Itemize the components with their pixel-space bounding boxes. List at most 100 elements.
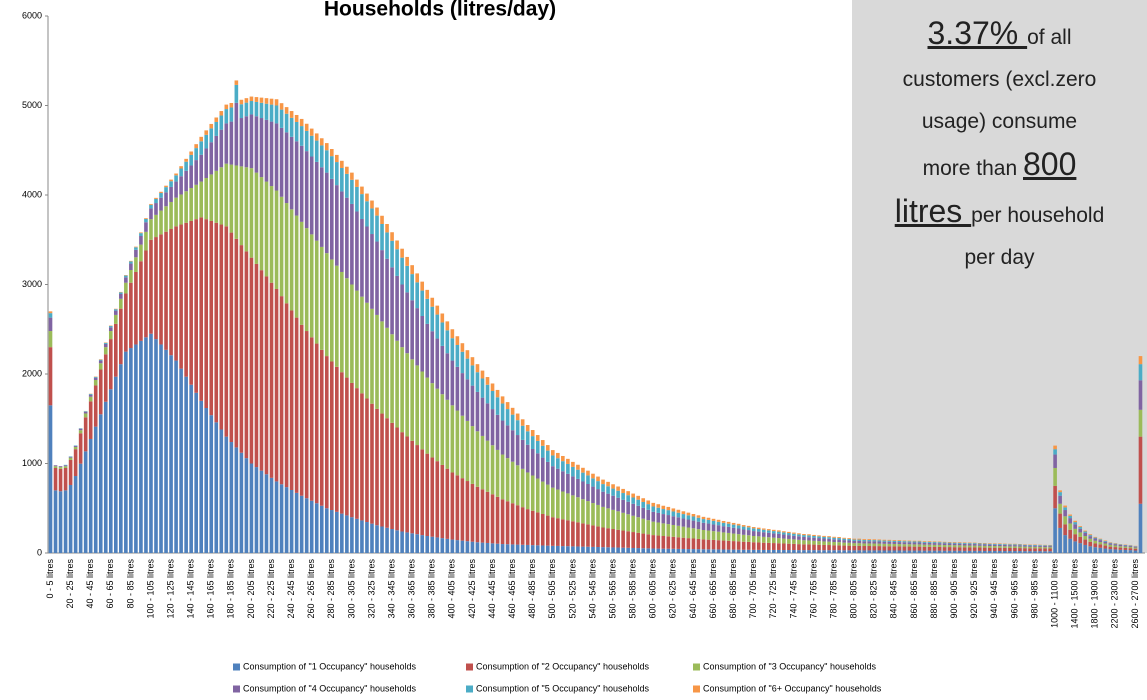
bar-segment [249,96,254,102]
bar-segment [134,246,138,248]
x-tick-label: 1800 - 1900 litres [1090,559,1100,629]
bar-segment [731,541,736,550]
bar-segment [601,479,605,485]
bar-segment [666,524,671,537]
bar-segment [998,546,1002,548]
annotation-line: per day [852,237,1147,279]
bar-segment [525,472,530,510]
bar-segment [641,548,646,553]
bar-segment [319,138,324,146]
bar-segment [375,241,379,315]
bar-segment [1073,541,1077,553]
bar-segment [711,549,716,553]
bar-segment [370,200,374,209]
bar-segment [1063,516,1067,525]
bar-segment [942,542,947,544]
x-tick-label: 360 - 365 litres [407,559,417,619]
bar-segment [616,529,620,548]
bar-segment [696,515,701,518]
bar-segment [1013,543,1017,545]
bar-segment [1138,436,1143,504]
bar-segment [706,523,711,531]
bar-segment [857,539,862,541]
x-tick-label: 100 - 105 litres [145,559,155,619]
bar-segment [129,348,133,553]
bar-segment [284,487,289,553]
bar-segment [119,308,123,365]
x-tick-label: 800 - 805 litres [849,559,859,619]
annotation-text: per day [964,246,1035,269]
bar-segment [470,357,475,366]
bar-segment [360,194,364,219]
bar-segment [867,546,872,551]
bar-segment [998,550,1002,553]
bar-segment [1088,541,1093,547]
bar-segment [751,528,756,532]
chart-title: Households (litres/day) [324,0,556,21]
x-tick-label: 940 - 945 litres [989,559,999,619]
bar-segment [430,536,435,553]
bar-segment [561,519,565,547]
x-tick-label: 980 - 985 litres [1029,559,1039,619]
bar-segment [395,249,399,276]
bar-segment [701,539,706,550]
annotation-text: usage) consume [921,110,1078,133]
bar-segment [872,543,877,547]
bar-segment [254,172,259,264]
bar-segment [1033,544,1037,546]
bar-segment [837,538,841,540]
bar-segment [993,546,997,548]
bar-segment [1123,549,1128,553]
bar-segment [681,548,686,553]
bar-segment [1008,543,1012,545]
bar-segment [967,545,972,548]
bar-segment [515,544,520,553]
bar-segment [1013,544,1017,546]
bar-segment [254,467,259,553]
bar-segment [912,542,917,545]
bar-segment [731,549,736,553]
bar-segment [304,130,309,152]
bar-segment [510,414,515,431]
bar-segment [591,525,595,547]
bar-segment [952,542,957,543]
bar-segment [1133,550,1138,553]
annotation-text: 800 [1023,146,1077,182]
bar-segment [993,544,997,547]
bar-segment [872,546,877,551]
bar-segment [1128,545,1133,547]
bar-segment [761,536,766,543]
bar-segment [596,476,600,482]
bar-segment [1028,545,1032,547]
bar-segment [746,535,751,542]
x-tick-label: 180 - 185 litres [226,559,236,619]
bar-segment [83,411,88,414]
bar-segment [832,545,836,551]
bar-segment [1008,544,1012,546]
bar-segment [787,550,791,553]
bar-segment [671,548,676,553]
bar-segment [591,546,595,553]
bar-segment [139,261,143,341]
x-tick-label: 1400 - 1500 litres [1070,559,1080,629]
bar-segment [581,523,585,547]
bar-segment [254,263,259,468]
bar-segment [696,538,701,550]
bar-segment [681,511,686,515]
bar-segment [661,535,666,549]
bar-segment [550,487,555,518]
bar-segment [1098,542,1103,545]
bar-segment [626,514,630,532]
annotation-text: of all [1027,26,1072,49]
bar-segment [701,529,706,540]
bar-segment [1118,549,1123,553]
bar-segment [355,211,359,291]
bar-segment [299,118,304,127]
x-tick-label: 420 - 425 litres [467,559,477,619]
bar-segment [129,263,133,271]
bar-segment [1068,515,1072,519]
bar-segment [887,546,892,551]
bar-segment [942,545,947,548]
x-tick-label: 760 - 765 litres [808,559,818,619]
bar-segment [1073,534,1077,542]
